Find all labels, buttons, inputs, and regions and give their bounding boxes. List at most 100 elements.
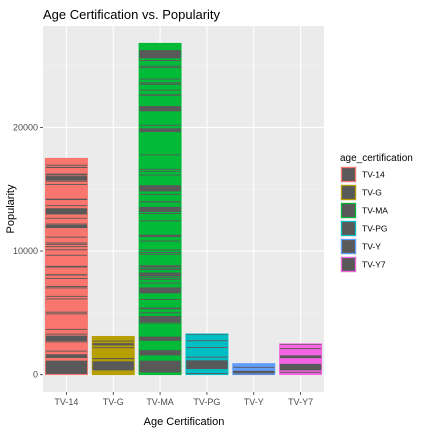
- bar-segment: [139, 269, 182, 271]
- bar-outline: [138, 42, 182, 376]
- bar-segment: [232, 366, 275, 368]
- bar-segment: [45, 295, 88, 297]
- bar-segment: [139, 282, 182, 284]
- bar-segment: [45, 208, 88, 215]
- bar-segment: [139, 220, 182, 222]
- legend-item-tv-y: TV-Y: [340, 238, 381, 255]
- bar-segment: [45, 164, 88, 166]
- x-axis-title: Age Certification: [144, 416, 225, 428]
- bar-segment: [45, 242, 88, 244]
- legend-title: age_certification: [340, 153, 413, 164]
- bar-segment: [139, 249, 182, 251]
- bar-segment: [45, 224, 88, 229]
- bar-segment: [185, 356, 228, 358]
- bar-segment: [139, 322, 182, 324]
- bar-segment: [139, 290, 182, 292]
- bar-segment: [139, 94, 182, 96]
- bar-segment: [45, 341, 88, 343]
- bar-segment: [139, 78, 182, 80]
- bar-tv-y7: [279, 343, 323, 376]
- bar-segment: [139, 316, 182, 317]
- bar-segment: [139, 190, 182, 192]
- bar-outline: [232, 363, 276, 376]
- bar-outline: [91, 335, 135, 376]
- bar-segment: [45, 173, 88, 175]
- bar-segment: [139, 240, 182, 242]
- bar-segment: [139, 193, 182, 195]
- bar-segment: [139, 278, 182, 280]
- bar-segment: [139, 265, 182, 268]
- bar-segment: [139, 234, 182, 236]
- bar-segment: [139, 174, 182, 176]
- bar-segment: [139, 252, 182, 253]
- bar-segment: [92, 361, 135, 370]
- bar-segment: [92, 369, 135, 371]
- bar-outline: [44, 157, 88, 376]
- bar-segment: [139, 236, 182, 238]
- bar-segment: [92, 358, 135, 359]
- bar-segment: [45, 357, 88, 358]
- bar-segment: [139, 67, 182, 69]
- bar-segment: [139, 89, 182, 91]
- bar-tv-14: [44, 157, 88, 376]
- bar-segment: [185, 360, 228, 370]
- bar-segment: [45, 249, 88, 251]
- bar-segment: [45, 265, 88, 267]
- bar-segment: [139, 273, 182, 277]
- bar-segment: [279, 348, 322, 350]
- legend-item-tv-y7: TV-Y7: [340, 256, 386, 273]
- bar-segment: [45, 183, 88, 185]
- bar-segment: [45, 266, 88, 268]
- bar-segment: [45, 360, 88, 370]
- bar-segment: [139, 211, 182, 212]
- bar-segment: [139, 128, 182, 133]
- y-tick-label: 10000: [13, 246, 38, 256]
- bar-segment: [45, 287, 88, 289]
- bar-outline: [279, 343, 323, 376]
- bar-segment: [45, 217, 88, 219]
- bar-segment: [45, 166, 88, 168]
- bar-segment: [139, 287, 182, 294]
- legend-label: TV-Y: [362, 242, 381, 252]
- bar-fill: [232, 363, 275, 375]
- bar-segment: [139, 206, 182, 212]
- bar-segment: [139, 312, 182, 314]
- bar-segment: [139, 316, 182, 323]
- bar-segment: [139, 65, 182, 67]
- bar-segment: [45, 350, 88, 352]
- bar-segment: [92, 343, 135, 346]
- bar-segment: [45, 205, 88, 207]
- bar-tv-y: [232, 363, 276, 376]
- x-tick-label: TV-Y: [244, 397, 264, 407]
- legend: age_certification TV-14 TV-G TV-MA TV-PG TV-…: [340, 153, 413, 273]
- legend-item-tv-g: TV-G: [340, 184, 382, 201]
- chart-title: Age Certification vs. Popularity: [43, 7, 221, 22]
- bar-tv-g: [91, 335, 135, 376]
- bar-segment: [45, 298, 88, 300]
- legend-key: [340, 238, 357, 255]
- bar-segment: [139, 352, 182, 354]
- bar-segment: [139, 336, 182, 341]
- bar-segment: [185, 333, 228, 335]
- legend-key: [340, 220, 357, 237]
- legend-item-tv-pg: TV-PG: [340, 220, 388, 237]
- bar-segment: [139, 124, 182, 126]
- x-tick-label: TV-G: [103, 397, 124, 407]
- legend-label: TV-14: [362, 170, 385, 180]
- x-tick-label: TV-14: [54, 397, 78, 407]
- plot-panel: [43, 26, 324, 392]
- bar-segment: [45, 328, 88, 330]
- bar-segment: [45, 174, 88, 176]
- bar-segment: [45, 274, 88, 276]
- bar-segment: [185, 373, 228, 375]
- legend-label: TV-PG: [362, 224, 388, 234]
- bar-segment: [45, 286, 88, 287]
- y-axis-title: Popularity: [5, 184, 17, 233]
- x-tick-label: TV-PG: [193, 397, 220, 407]
- bar-segment: [45, 277, 88, 279]
- bar-outline: [185, 333, 229, 376]
- bar-segment: [45, 236, 88, 238]
- bar-segment: [139, 213, 182, 214]
- bar-segment: [139, 276, 182, 278]
- legend-key: [340, 166, 357, 183]
